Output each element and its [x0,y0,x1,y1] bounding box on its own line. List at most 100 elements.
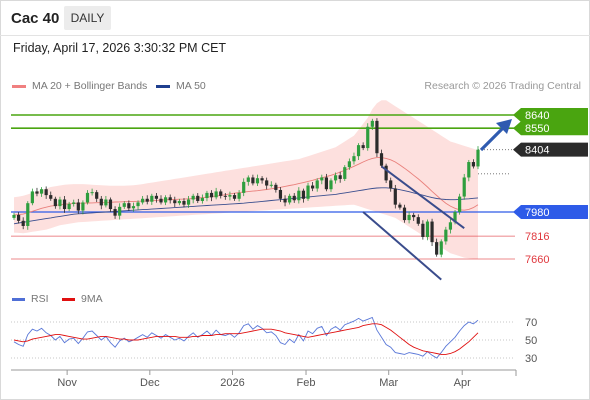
candle-body [448,222,453,230]
candle-body [219,191,223,196]
candle-body [274,184,278,190]
candle-body [164,197,168,203]
level-label-8550: 8550 [525,123,549,135]
candle-body [141,198,145,203]
candle-body [462,177,466,197]
candle-body [329,180,333,190]
candle-body [196,195,200,201]
rsi-tick-70: 70 [525,317,537,329]
candle-body [186,199,191,205]
candle-body [232,195,237,199]
candle-body [39,189,44,194]
rsi-9ma-line [13,323,479,355]
candle-body [26,203,30,226]
candle-body [278,189,283,199]
candle-body [131,206,136,209]
candle-body [136,202,140,207]
candle-body [315,180,319,189]
candle-body [182,200,186,205]
candle-body [62,199,67,210]
ma20-swatch [12,84,26,88]
candle-body [122,203,126,207]
candle-body [435,242,439,255]
candle-body [49,195,53,199]
candle-body [352,156,356,162]
legend-9ma: 9MA [62,293,103,305]
candle-body [113,209,117,216]
candle-body [67,203,71,210]
candle-body [430,221,434,243]
candle-body [288,195,292,203]
wedge-upper-line [380,165,465,229]
candle-body [154,195,159,199]
level-label-8640: 8640 [525,110,549,122]
candle-body [324,177,328,190]
candle-body [53,198,57,207]
candle-body [407,214,411,221]
candle-body [471,162,476,167]
candle-body [361,145,365,149]
level-tag-8404 [513,142,588,157]
candle-body [439,241,443,255]
candle-body [30,191,34,204]
candle-body [467,162,471,178]
ma9-label: 9MA [81,293,103,305]
forecast-arrow-head [496,119,512,134]
candle-body [35,191,39,194]
ma20-label: MA 20 + Bollinger Bands [32,80,148,92]
candle-body [393,188,397,205]
candle-body [389,180,393,189]
candle-body [338,175,342,179]
candle-body [108,199,113,210]
candle-body [320,177,324,181]
candle-body [104,199,108,206]
instrument-title: Cac 40 [11,10,60,27]
candle-body [421,223,425,237]
candle-body [416,217,420,224]
candle-body [200,198,204,201]
candle-body [99,198,103,206]
candle-body [453,212,457,223]
candle-body [412,214,416,218]
x-tick-label-Feb: Feb [297,377,316,389]
rsi-tick-30: 30 [525,353,537,365]
candle-body [269,184,273,186]
candle-body [265,180,269,186]
candle-body [242,181,246,193]
level-label-7816: 7816 [525,231,549,243]
candle-body [343,167,347,179]
candle-body [81,202,85,211]
candle-body [58,199,62,207]
rsi-label: RSI [31,293,49,305]
candle-body [251,177,255,184]
candle-body [223,195,227,197]
candle-body [76,202,80,211]
ma20-line [13,157,479,216]
candle-body [237,192,241,199]
level-label-7660: 7660 [525,254,549,266]
period-button[interactable]: DAILY [64,6,111,30]
candle-body [21,220,25,226]
candle-body [370,120,374,127]
timestamp: Friday, April 17, 2026 3:30:32 PM CET [13,41,227,55]
legend-rsi: RSI [12,293,49,305]
ma9-swatch [62,297,75,301]
candle-body [306,185,310,199]
candle-body [255,178,260,184]
level-tag-8550 [513,121,588,136]
level-label-7980: 7980 [525,207,549,219]
level-tag-7980 [513,205,588,219]
candle-body [398,204,402,208]
candle-body [150,195,154,202]
forecast-arrow-shaft [479,126,505,152]
chart-header: Cac 40 DAILY [0,0,590,36]
legend-ma20: MA 20 + Bollinger Bands [12,80,147,92]
candle-body [458,196,462,212]
x-tick-label-Dec: Dec [140,377,160,389]
ma50-line [13,187,479,225]
candle-body [85,192,90,203]
candle-body [159,198,163,203]
legend-ma50: MA 50 [156,80,206,92]
candle-body [118,206,122,216]
